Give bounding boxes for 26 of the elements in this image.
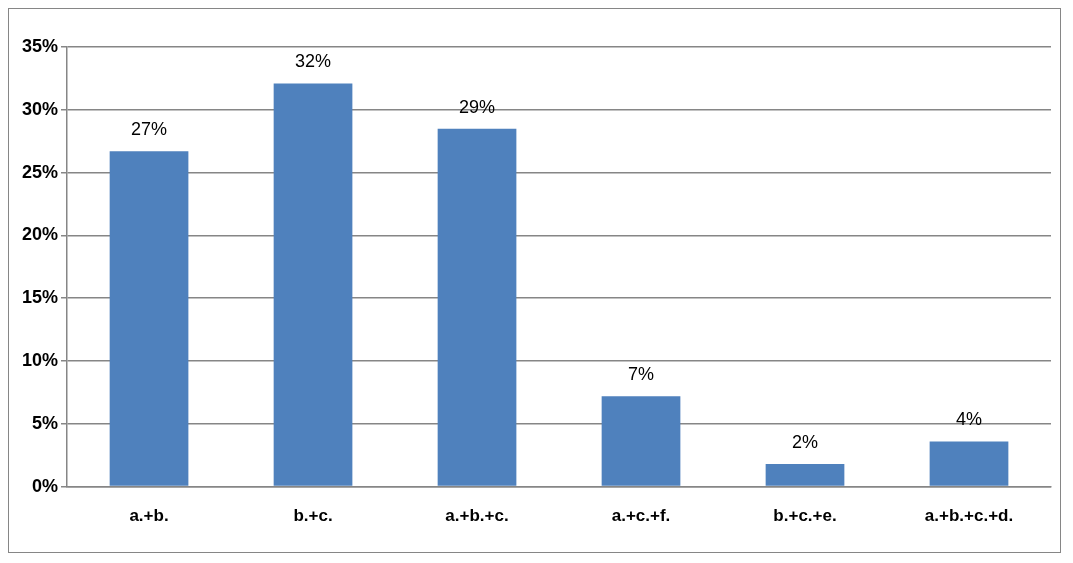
y-tick-label: 10% <box>22 349 59 370</box>
y-tick-label: 0% <box>32 475 59 496</box>
bar <box>437 128 517 486</box>
data-label: 27% <box>131 119 168 140</box>
bar <box>765 463 845 486</box>
bar <box>109 151 189 486</box>
y-tick-label: 15% <box>22 287 59 308</box>
y-tick-label: 20% <box>22 224 59 245</box>
bar <box>601 396 681 486</box>
x-tick-label: a.+b.+c. <box>445 506 509 526</box>
bar <box>273 83 353 486</box>
x-tick-label: a.+b.+c.+d. <box>924 506 1014 526</box>
y-tick-label: 25% <box>22 161 59 182</box>
x-tick-label: b.+c. <box>293 506 333 526</box>
data-label: 7% <box>628 364 655 385</box>
y-tick-label: 30% <box>22 98 59 119</box>
data-label: 29% <box>459 96 496 117</box>
data-label: 2% <box>792 431 819 452</box>
data-label: 32% <box>295 51 332 72</box>
data-label: 4% <box>955 409 983 430</box>
x-tick-label: b.+c.+e. <box>773 506 837 526</box>
x-tick-label: a.+c.+f. <box>611 506 671 526</box>
y-tick-label: 5% <box>32 412 59 433</box>
bar <box>929 441 1009 486</box>
x-tick-label: a.+b. <box>129 506 169 526</box>
y-tick-label: 35% <box>22 35 59 56</box>
